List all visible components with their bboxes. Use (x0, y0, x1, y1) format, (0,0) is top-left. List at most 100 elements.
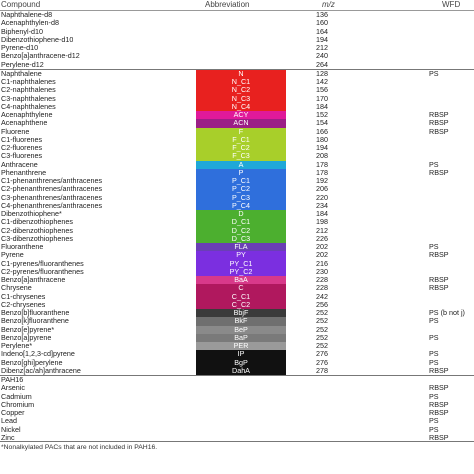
wfd-status: PS (429, 357, 439, 367)
mz-value: 136 (316, 10, 328, 19)
compound-name: C2-fluorenes (1, 144, 43, 152)
table-row: Pyrene PY 202 RBSP (0, 250, 474, 260)
compound-name: C3-phenanthrenes/anthracenes (1, 193, 103, 202)
table-row: Arsenic RBSP (0, 383, 474, 393)
mz-value: 180 (316, 134, 328, 144)
table-row: Perylene* PER 252 (0, 341, 474, 351)
compound-name: C2-naphthalenes (1, 86, 56, 95)
abbreviation-cell: F (196, 127, 286, 136)
compound-name: Anthracene (1, 160, 38, 169)
mz-value: 230 (316, 266, 328, 276)
wfd-status: PS (b not j) (429, 308, 465, 317)
compound-name: Perylene* (1, 342, 33, 350)
compound-name: C3-naphthalenes (1, 94, 56, 103)
compound-name: Perylene-d12 (1, 60, 44, 69)
compound-name: Zinc (1, 433, 15, 442)
compound-name: Lead (1, 417, 17, 426)
mz-value: 194 (316, 143, 328, 152)
table-row: Benzo[a]anthracene BaA 228 RBSP (0, 275, 474, 285)
compound-name: Benzo[a]pyrene (1, 333, 52, 342)
mz-value: 264 (316, 59, 328, 69)
wfd-status: RBSP (429, 126, 449, 136)
mz-value: 252 (316, 341, 328, 350)
compound-name: C2-dibenzothiophenes (1, 226, 73, 235)
mz-value: 208 (316, 151, 328, 161)
table-row: PAH16 (0, 375, 474, 384)
abbreviation-cell: BgP (196, 358, 286, 367)
header-wfd: WFD (442, 0, 461, 9)
footnote: *Nonalkylated PACs that are not included… (1, 444, 158, 451)
abbreviation-cell: BeP (196, 325, 286, 334)
mz-value: 128 (316, 68, 328, 78)
compound-name: Indeno[1,2,3-cd]pyrene (1, 350, 75, 359)
abbreviation-cell: PY (196, 250, 286, 260)
table-body: Naphthalene-d8 136 Acenaphthylen-d8 160 Biph… (0, 10, 474, 442)
table-row: C2-pyrenes/fluoranthenes PY_C2 230 (0, 266, 474, 276)
compound-name: Nickel (1, 425, 21, 434)
abbreviation-cell: BaA (196, 275, 286, 285)
table-row: Pyrene-d10 212 (0, 43, 474, 52)
mz-value: 166 (316, 126, 328, 136)
compound-name: Pyrene (1, 251, 24, 260)
compound-name: Benzo[ghi]perylene (1, 358, 63, 367)
compound-name: Acenaphthylen-d8 (1, 19, 59, 28)
wfd-status: RBSP (429, 399, 449, 409)
table-row: Fluoranthene FLA 202 PS (0, 242, 474, 252)
table-row: C1-chrysenes C_C1 242 (0, 292, 474, 301)
compound-name: C4-naphthalenes (1, 102, 56, 111)
wfd-status: RBSP (429, 118, 449, 128)
table-row: Dibenzothiophene-d10 194 (0, 35, 474, 44)
compound-table: Compound Abbreviation m/z WFD Naphthalen… (0, 0, 474, 442)
table-row: C3-naphthalenes N_C3 170 (0, 94, 474, 103)
compound-name: Benzo[k]fluoranthene (1, 317, 69, 326)
table-bottom-rule (0, 441, 474, 442)
wfd-status: PS (429, 391, 439, 401)
compound-name: Acenaphthylene (1, 111, 53, 119)
mz-value: 256 (316, 299, 328, 309)
table-row: Lead PS (0, 416, 474, 426)
wfd-status: RBSP (429, 383, 449, 393)
mz-value: 276 (316, 349, 328, 359)
abbreviation-cell: P_C2 (196, 184, 286, 194)
table-row: C1-pyrenes/fluoranthenes PY_C1 216 (0, 258, 474, 268)
table-row: Zinc RBSP (0, 433, 474, 442)
compound-name: C1-dibenzothiophenes (1, 218, 73, 227)
table-row: C4-phenanthrenes/anthracenes P_C4 234 (0, 201, 474, 210)
wfd-status: PS (429, 416, 439, 426)
compound-name: C1-phenanthrenes/anthracenes (1, 177, 103, 185)
compound-name: Benzo[a]anthracene-d12 (1, 52, 80, 61)
abbreviation-cell: D_C1 (196, 217, 286, 227)
compound-name: Naphthalene (1, 69, 42, 78)
table-row: C1-naphthalenes N_C1 142 (0, 77, 474, 87)
mz-value: 252 (316, 324, 328, 334)
mz-value: 226 (316, 233, 328, 243)
compound-name: C1-fluorenes (1, 135, 43, 144)
compound-name: Benzo[b]fluoranthene (1, 309, 70, 317)
wfd-status: RBSP (429, 250, 449, 260)
mz-value: 252 (316, 316, 328, 326)
compound-name: PAH16 (1, 376, 24, 384)
abbreviation-cell: P_C4 (196, 201, 286, 210)
abbreviation-cell: F_C3 (196, 151, 286, 161)
abbreviation-cell: IP (196, 349, 286, 359)
table-row: Chrysene C 228 RBSP (0, 283, 474, 293)
wfd-status: PS (429, 242, 439, 251)
mz-value: 212 (316, 43, 328, 52)
wfd-status: PS (429, 349, 439, 359)
abbreviation-cell: C_C2 (196, 300, 286, 309)
table-row: Cadmium PS (0, 391, 474, 401)
compound-name: Chrysene (1, 284, 32, 293)
mz-value: 206 (316, 184, 328, 194)
mz-value: 154 (316, 118, 328, 128)
mz-value: 252 (316, 308, 328, 317)
table-row: Benzo[a]pyrene BaP 252 PS (0, 333, 474, 342)
compound-name: Benzo[a]anthracene (1, 276, 66, 284)
abbreviation-cell: F_C1 (196, 135, 286, 144)
mz-value: 152 (316, 110, 328, 119)
mz-value: 184 (316, 209, 328, 218)
mz-value: 216 (316, 258, 328, 268)
abbreviation-cell: D_C3 (196, 234, 286, 243)
wfd-status: PS (429, 424, 439, 434)
compound-name: Chromium (1, 400, 35, 409)
mz-value: 198 (316, 217, 328, 227)
